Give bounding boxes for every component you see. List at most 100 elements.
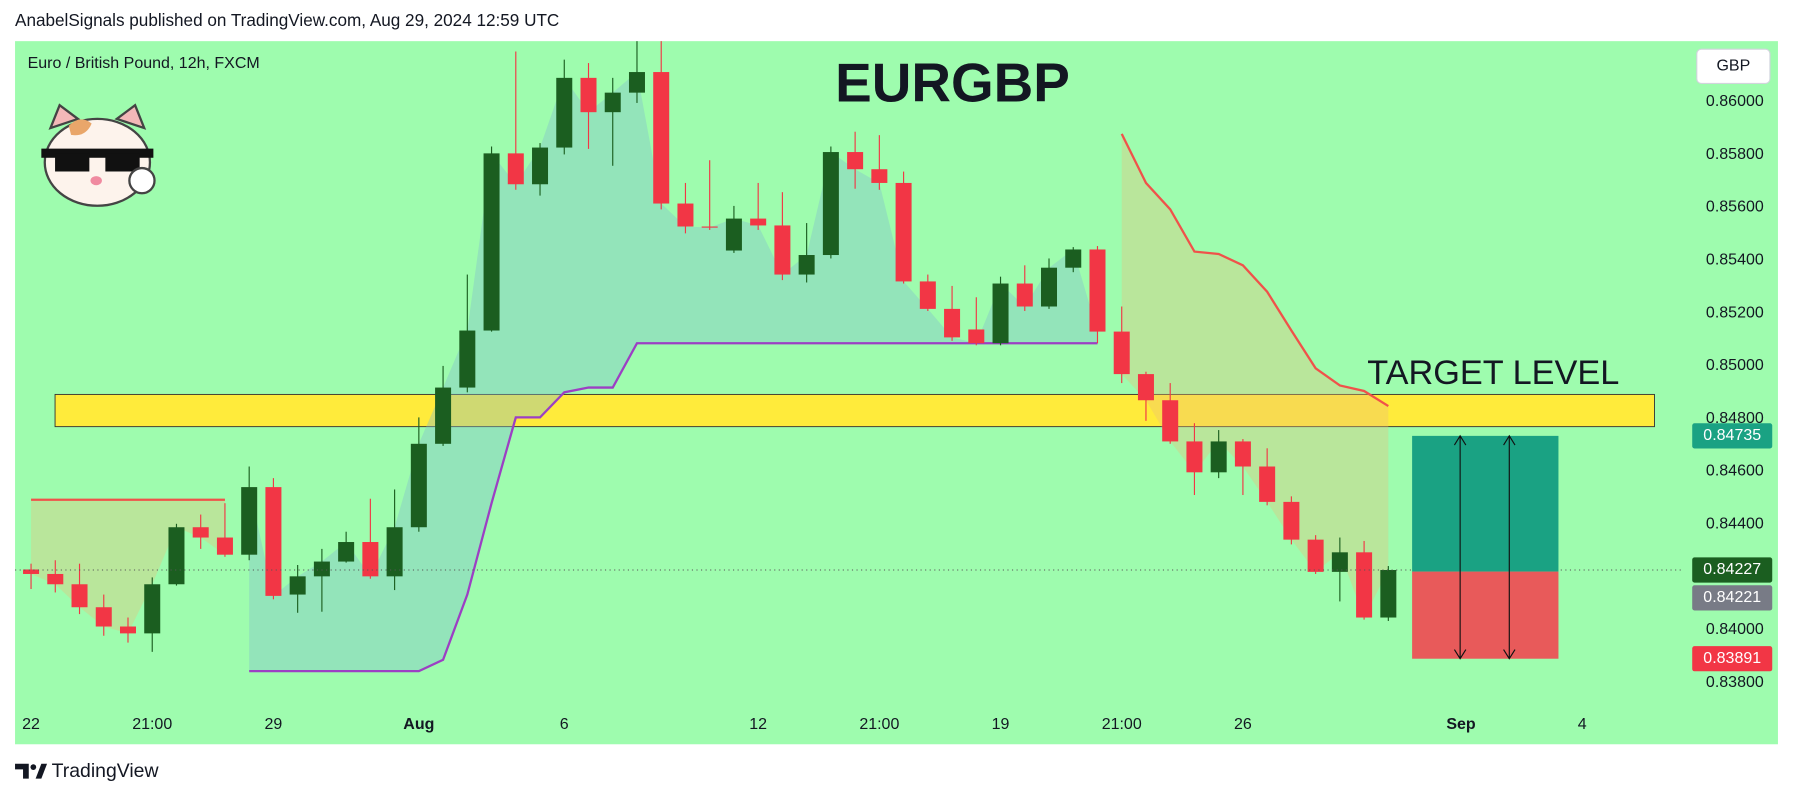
- candle-body: [968, 329, 985, 344]
- candle-body: [1283, 501, 1300, 540]
- position-loss: [1412, 571, 1559, 659]
- candle-body: [677, 203, 694, 227]
- y-tick-label: 0.84600: [1706, 463, 1764, 480]
- x-tick-label: 26: [1234, 716, 1252, 733]
- x-tick-label: 21:00: [1102, 716, 1142, 733]
- candle-body: [23, 569, 40, 574]
- x-tick-label: 12: [749, 716, 767, 733]
- candle-body: [435, 387, 452, 444]
- target-price-box: [1692, 423, 1773, 449]
- y-tick-label: 0.85000: [1706, 357, 1764, 374]
- entry-price-box: [1692, 585, 1773, 611]
- candle-body: [1307, 539, 1324, 572]
- last-price-text: 0.84227: [1703, 561, 1761, 578]
- candle-body: [1380, 570, 1397, 618]
- position-profit: [1412, 435, 1559, 572]
- candle-body: [410, 443, 427, 528]
- candle-body: [71, 584, 88, 608]
- footer-brand: TradingView: [52, 760, 160, 782]
- candle-body: [386, 527, 403, 577]
- candle-body: [580, 77, 597, 113]
- currency-button[interactable]: [1696, 48, 1771, 85]
- x-tick-label: 21:00: [132, 716, 172, 733]
- x-tick-label: 19: [992, 716, 1010, 733]
- last-price-box: [1692, 557, 1773, 583]
- currency-label: GBP: [1716, 58, 1750, 75]
- publisher-line: AnabelSignals published on TradingView.c…: [15, 10, 559, 30]
- candle-body: [168, 527, 185, 585]
- candle-body: [144, 584, 161, 634]
- candle-body: [944, 308, 961, 338]
- candle-body: [532, 147, 549, 185]
- candle-body: [774, 225, 791, 275]
- candle-body: [992, 283, 1009, 344]
- candle-body: [653, 72, 670, 204]
- indicator-fill: [249, 72, 1098, 672]
- candle-body: [822, 152, 839, 256]
- symbol-description: Euro / British Pound, 12h, FXCM: [28, 55, 260, 72]
- indicator-fill: [1121, 133, 1389, 618]
- chart-title: EURGBP: [835, 51, 1070, 113]
- candle-body: [1137, 374, 1154, 401]
- candle-body: [338, 542, 355, 562]
- tradingview-logo: [15, 763, 48, 779]
- x-tick-label: 22: [22, 716, 40, 733]
- y-tick-label: 0.85600: [1706, 199, 1764, 216]
- y-tick-label: 0.84800: [1706, 410, 1764, 427]
- x-tick-label: Sep: [1446, 716, 1476, 733]
- position-arrow: [1453, 434, 1467, 660]
- candle-body: [798, 255, 815, 275]
- entry-price-text: 0.84221: [1703, 589, 1761, 606]
- candle-body: [1356, 552, 1373, 618]
- x-tick-label: 6: [560, 716, 569, 733]
- y-tick-label: 0.85400: [1706, 252, 1764, 269]
- candle-body: [725, 218, 742, 251]
- y-tick-label: 0.86000: [1706, 93, 1764, 110]
- candle-body: [1089, 249, 1106, 332]
- candle-body: [871, 169, 888, 183]
- candle-body: [750, 218, 767, 226]
- candle-body: [362, 542, 379, 577]
- candle-body: [556, 77, 573, 148]
- candle-body: [847, 152, 864, 170]
- candle-body: [507, 153, 524, 185]
- candle-body: [628, 72, 645, 93]
- cat-icon: [41, 103, 156, 207]
- candle-body: [604, 92, 621, 113]
- indicator-line: [1120, 133, 1389, 408]
- candle-body: [1186, 441, 1203, 473]
- target-zone: [54, 393, 1655, 428]
- candle-body: [216, 537, 233, 555]
- x-tick-label: Aug: [403, 716, 434, 733]
- candle-body: [459, 330, 476, 388]
- candle-body: [1041, 267, 1058, 307]
- candle-body: [1210, 441, 1227, 473]
- candle-body: [119, 626, 136, 634]
- y-tick-label: 0.84000: [1706, 621, 1764, 638]
- y-tick-label: 0.83800: [1706, 674, 1764, 691]
- candle-body: [483, 153, 500, 331]
- candle-body: [1065, 249, 1082, 268]
- candle-body: [192, 527, 209, 538]
- candle-body: [241, 487, 258, 555]
- stop-price-box: [1692, 646, 1773, 672]
- y-tick-label: 0.85200: [1706, 304, 1764, 321]
- indicator-line: [249, 342, 1098, 673]
- candle-body: [289, 576, 306, 595]
- candle-body: [701, 226, 718, 228]
- target-price-text: 0.84735: [1703, 427, 1761, 444]
- y-tick-label: 0.84400: [1706, 516, 1764, 533]
- candle-body: [313, 561, 330, 577]
- candle-body: [1113, 331, 1130, 375]
- x-tick-label: 21:00: [859, 716, 899, 733]
- candle-body: [919, 281, 936, 309]
- candle-body: [265, 487, 282, 596]
- candle-body: [1331, 552, 1348, 572]
- position-arrow: [1503, 434, 1516, 660]
- candle-body: [1016, 283, 1033, 307]
- y-tick-label: 0.85800: [1706, 146, 1764, 163]
- x-tick-label: 29: [265, 716, 283, 733]
- target-label: TARGET LEVEL: [1367, 354, 1619, 392]
